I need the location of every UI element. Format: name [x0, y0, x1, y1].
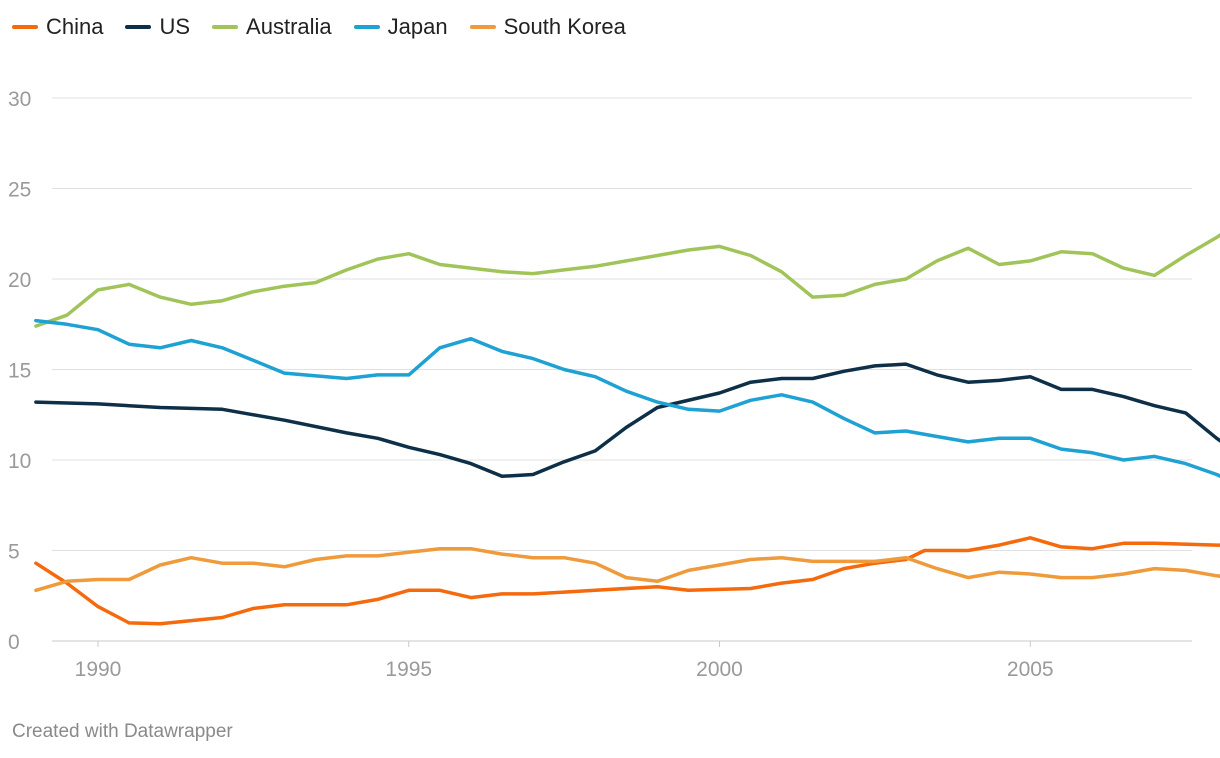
y-tick-label: 20 [8, 269, 31, 292]
legend-label: Japan [387, 14, 448, 39]
legend-swatch [469, 25, 496, 29]
legend-item-south-korea: South Korea [469, 14, 626, 40]
footer-credit: Created with Datawrapper [12, 721, 233, 742]
y-tick-label: 15 [8, 360, 31, 383]
series-line-australia [34, 232, 1220, 328]
legend-item-china: China [12, 14, 103, 40]
legend-item-us: US [125, 14, 190, 40]
series-line-south-korea [34, 546, 1220, 593]
legend-label: South Korea [503, 14, 626, 39]
y-tick-label: 30 [8, 88, 31, 111]
y-tick-label: 0 [8, 631, 20, 654]
legend-label: China [46, 14, 104, 39]
legend-swatch [12, 25, 38, 29]
y-tick-label: 25 [8, 179, 31, 202]
legend-item-japan: Japan [353, 14, 448, 40]
legend-item-australia: Australia [212, 14, 332, 40]
chart-legend: China US Australia Japan South Korea [12, 14, 626, 40]
series-line-us [34, 362, 1220, 479]
y-tick-label: 5 [8, 541, 20, 564]
legend-swatch [212, 25, 239, 29]
legend-swatch [125, 25, 152, 29]
legend-label: US [159, 14, 191, 39]
series-line-china [34, 536, 1220, 626]
y-tick-label: 10 [8, 450, 31, 473]
x-tick-label: 1995 [385, 658, 432, 681]
legend-swatch [353, 25, 380, 29]
legend-label: Australia [246, 14, 332, 39]
series-line-japan [34, 318, 1220, 478]
x-tick-label: 1990 [75, 658, 122, 681]
x-tick-label: 2000 [696, 658, 743, 681]
x-tick-label: 2005 [1007, 658, 1054, 681]
